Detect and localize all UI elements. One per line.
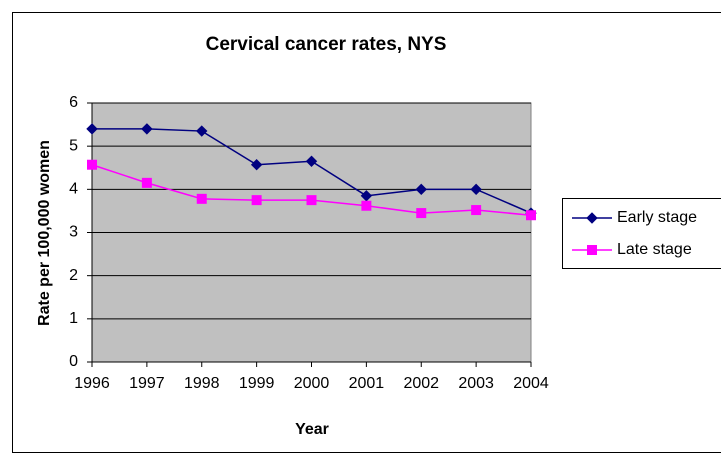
- y-tick-label: 1: [69, 310, 78, 327]
- x-tick-label: 1999: [239, 375, 275, 392]
- x-axis-title: Year: [295, 421, 329, 438]
- marker: [415, 183, 427, 196]
- x-tick-label: 2004: [513, 375, 549, 392]
- legend-label: Late stage: [617, 241, 692, 258]
- marker: [141, 177, 152, 188]
- marker: [306, 195, 317, 206]
- y-tick-label: 0: [69, 353, 78, 370]
- marker: [251, 195, 262, 206]
- x-tick-label: 2003: [458, 375, 494, 392]
- marker: [87, 159, 97, 170]
- marker: [196, 125, 208, 137]
- x-tick-label: 2001: [349, 375, 385, 392]
- marker: [196, 193, 207, 204]
- x-tick-label: 1998: [184, 375, 220, 392]
- marker: [471, 205, 482, 216]
- marker: [526, 210, 536, 221]
- chart-title: Cervical cancer rates, NYS: [206, 34, 447, 55]
- x-tick-label: 1996: [74, 375, 110, 392]
- legend-box: [562, 198, 721, 269]
- x-tick-label: 1997: [129, 375, 165, 392]
- y-axis-title: Rate per 100,000 women: [36, 140, 53, 326]
- marker: [586, 212, 598, 224]
- x-tick-label: 2000: [294, 375, 330, 392]
- legend-label: Early stage: [617, 209, 697, 226]
- y-tick-label: 3: [69, 224, 78, 241]
- marker: [361, 200, 372, 211]
- x-tick-label: 2002: [403, 375, 439, 392]
- marker: [141, 123, 153, 135]
- marker: [470, 183, 482, 196]
- marker: [305, 155, 318, 167]
- y-tick-label: 2: [69, 267, 78, 284]
- marker: [86, 123, 98, 135]
- y-tick-label: 5: [69, 137, 78, 154]
- marker: [416, 208, 427, 219]
- marker: [250, 159, 263, 171]
- y-tick-label: 4: [69, 181, 78, 198]
- y-tick-label: 6: [69, 94, 78, 111]
- marker: [587, 245, 597, 255]
